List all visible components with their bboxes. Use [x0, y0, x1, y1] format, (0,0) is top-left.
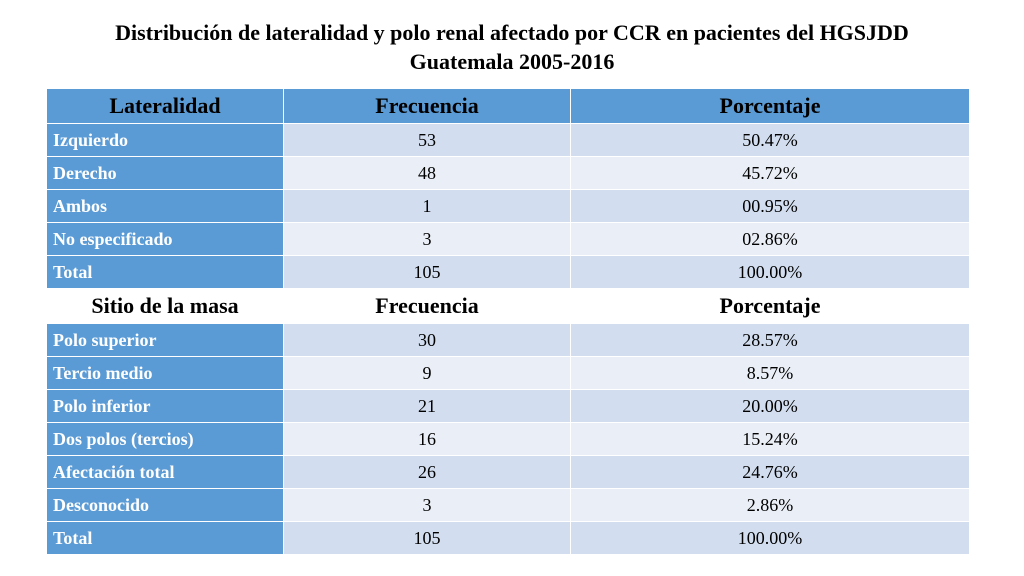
row-label: Ambos [46, 189, 284, 223]
table-row-total: Total 105 100.00% [46, 521, 970, 555]
row-frecuencia: 16 [283, 422, 571, 456]
table-row: Dos polos (tercios) 16 15.24% [46, 422, 970, 456]
row-frecuencia: 30 [283, 323, 571, 357]
row-porcentaje: 02.86% [570, 222, 970, 256]
slide-title: Distribución de lateralidad y polo renal… [30, 18, 994, 76]
table-row: Desconocido 3 2.86% [46, 488, 970, 522]
header-sitio-de-la-masa: Sitio de la masa [46, 288, 284, 324]
row-label: Derecho [46, 156, 284, 190]
row-porcentaje: 20.00% [570, 389, 970, 423]
header-frecuencia: Frecuencia [283, 88, 571, 124]
table-row-total: Total 105 100.00% [46, 255, 970, 289]
row-label: Polo superior [46, 323, 284, 357]
row-frecuencia: 21 [283, 389, 571, 423]
row-frecuencia: 105 [283, 521, 571, 555]
table-row: Ambos 1 00.95% [46, 189, 970, 223]
row-label: Izquierdo [46, 123, 284, 157]
table-row: Polo superior 30 28.57% [46, 323, 970, 357]
row-label: Total [46, 521, 284, 555]
row-frecuencia: 3 [283, 488, 571, 522]
row-frecuencia: 53 [283, 123, 571, 157]
row-frecuencia: 1 [283, 189, 571, 223]
row-porcentaje: 100.00% [570, 255, 970, 289]
row-label: Total [46, 255, 284, 289]
row-frecuencia: 48 [283, 156, 571, 190]
table-row: Tercio medio 9 8.57% [46, 356, 970, 390]
row-porcentaje: 15.24% [570, 422, 970, 456]
header-lateralidad: Lateralidad [46, 88, 284, 124]
header-row-sitio: Sitio de la masa Frecuencia Porcentaje [46, 288, 970, 324]
table-row: Derecho 48 45.72% [46, 156, 970, 190]
row-label: No especificado [46, 222, 284, 256]
row-porcentaje: 8.57% [570, 356, 970, 390]
row-frecuencia: 26 [283, 455, 571, 489]
header-frecuencia: Frecuencia [283, 288, 571, 324]
row-label: Afectación total [46, 455, 284, 489]
row-porcentaje: 00.95% [570, 189, 970, 223]
row-frecuencia: 105 [283, 255, 571, 289]
table-row: Polo inferior 21 20.00% [46, 389, 970, 423]
row-label: Tercio medio [46, 356, 284, 390]
header-porcentaje: Porcentaje [570, 88, 970, 124]
row-porcentaje: 2.86% [570, 488, 970, 522]
row-label: Desconocido [46, 488, 284, 522]
row-label: Polo inferior [46, 389, 284, 423]
table-row: Izquierdo 53 50.47% [46, 123, 970, 157]
table-row: No especificado 3 02.86% [46, 222, 970, 256]
row-porcentaje: 24.76% [570, 455, 970, 489]
header-porcentaje: Porcentaje [570, 288, 970, 324]
row-frecuencia: 9 [283, 356, 571, 390]
row-porcentaje: 45.72% [570, 156, 970, 190]
data-table: Lateralidad Frecuencia Porcentaje Izquie… [46, 88, 970, 555]
header-row-lateralidad: Lateralidad Frecuencia Porcentaje [46, 88, 970, 124]
row-porcentaje: 28.57% [570, 323, 970, 357]
title-line-2: Guatemala 2005-2016 [409, 49, 615, 74]
table-row: Afectación total 26 24.76% [46, 455, 970, 489]
row-frecuencia: 3 [283, 222, 571, 256]
row-porcentaje: 50.47% [570, 123, 970, 157]
row-porcentaje: 100.00% [570, 521, 970, 555]
title-line-1: Distribución de lateralidad y polo renal… [115, 20, 909, 45]
row-label: Dos polos (tercios) [46, 422, 284, 456]
